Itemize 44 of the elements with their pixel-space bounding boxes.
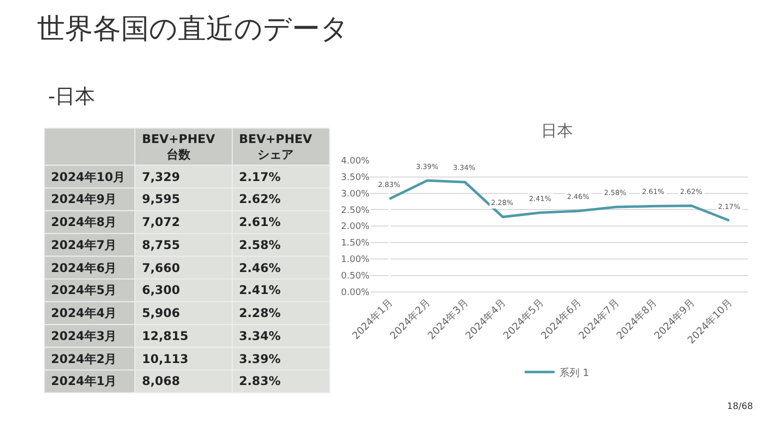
y-tick-label: 1.00% xyxy=(341,255,370,266)
text: 7,660 xyxy=(142,261,180,275)
y-tick-label: 0.50% xyxy=(341,271,370,282)
text: 18/68 xyxy=(727,402,754,412)
category-label: 2024年2月 xyxy=(51,352,117,366)
y-tick-label: 2.50% xyxy=(341,206,370,216)
category-label: BEV+PHEV シェア xyxy=(239,132,313,162)
text: 3.34% xyxy=(239,329,281,343)
text: 6,300 xyxy=(142,283,180,297)
text: 12,815 xyxy=(142,329,188,343)
category-label: 2024年7月 xyxy=(51,238,117,252)
legend-label: 系列 1 xyxy=(560,366,590,379)
text: 3.39% xyxy=(239,352,281,366)
y-tick-label: 3.00% xyxy=(341,189,370,200)
text: 2.62% xyxy=(239,192,281,206)
text: 2.41% xyxy=(239,283,281,297)
y-tick-label: 4.00% xyxy=(341,156,370,167)
text: 5,906 xyxy=(142,306,180,320)
category-label: 2024年1月 xyxy=(51,374,117,388)
category-label: 2024年6月 xyxy=(51,261,117,275)
text: 7,072 xyxy=(142,215,180,229)
y-tick-label: 0.00% xyxy=(341,288,370,298)
text: 8,755 xyxy=(142,238,180,252)
text: 7,329 xyxy=(142,170,180,184)
category-label: BEV+PHEV 台数 xyxy=(142,132,216,162)
text: 10,113 xyxy=(142,352,188,366)
y-tick-label: 3.50% xyxy=(341,173,370,184)
y-tick-label: 2.00% xyxy=(341,222,370,232)
text: 8,068 xyxy=(142,374,180,388)
text: 2.83% xyxy=(239,374,281,388)
text: 2.17% xyxy=(239,170,281,184)
text: -日本 xyxy=(48,84,96,108)
category-label: 2024年10月 xyxy=(51,170,126,184)
chart-title: 日本 xyxy=(541,121,573,140)
text: 2.28% xyxy=(239,306,281,320)
category-label: 2024年9月 xyxy=(51,192,117,206)
y-tick-label: 1.50% xyxy=(341,238,370,249)
category-label: 2024年5月 xyxy=(51,283,117,297)
category-label: 2024年8月 xyxy=(51,215,117,229)
text: 2.46% xyxy=(239,261,281,275)
text: 世界各国の直近のデータ xyxy=(37,12,349,45)
text: 2.58% xyxy=(239,238,281,252)
text: 9,595 xyxy=(142,192,180,206)
text: 2.61% xyxy=(239,215,281,229)
